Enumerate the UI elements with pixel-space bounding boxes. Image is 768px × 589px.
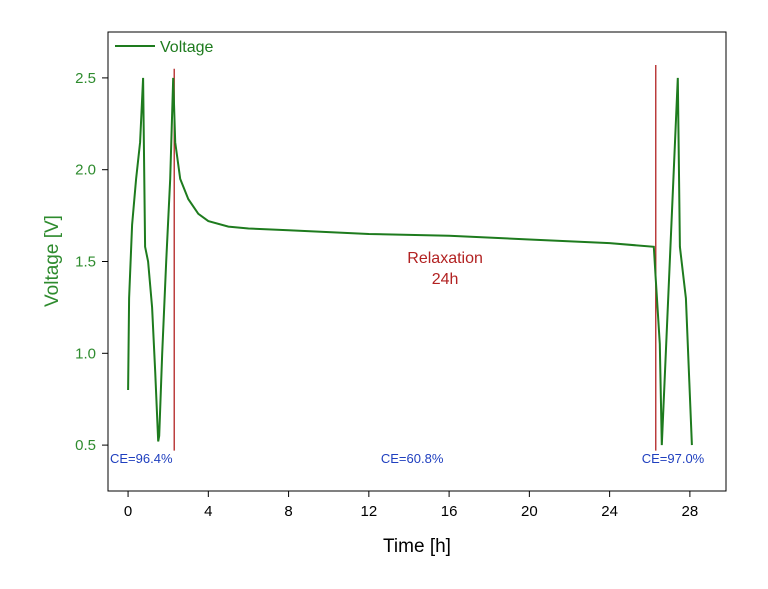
y-tick-label: 0.5 [75,437,96,454]
y-tick-label: 2.0 [75,162,96,179]
legend: Voltage [115,39,213,56]
relaxation-label: Relaxation [407,250,483,267]
x-tick-label: 16 [441,503,458,520]
y-tick-label: 1.0 [75,345,96,362]
x-tick-label: 12 [361,503,378,520]
x-tick-label: 20 [521,503,538,520]
x-tick-label: 8 [284,503,292,520]
ce-label-last: CE=97.0% [642,451,705,466]
voltage-series-line [127,77,693,446]
y-axis-ticks: 0.5 1.0 1.5 2.0 2.5 [75,70,108,454]
x-axis-ticks: 0 4 8 12 16 20 24 28 [124,491,698,520]
x-axis-title: Time [h] [383,536,451,557]
relaxation-duration-label: 24h [432,271,459,288]
legend-label-voltage: Voltage [160,39,213,56]
x-tick-label: 0 [124,503,132,520]
y-axis-title: Voltage [V] [42,215,63,307]
x-tick-label: 28 [682,503,699,520]
x-tick-label: 24 [601,503,618,520]
x-tick-label: 4 [204,503,212,520]
y-tick-label: 2.5 [75,70,96,87]
ce-label-first: CE=96.4% [110,451,173,466]
y-tick-label: 1.5 [75,254,96,271]
ce-label-relaxation: CE=60.8% [381,451,444,466]
